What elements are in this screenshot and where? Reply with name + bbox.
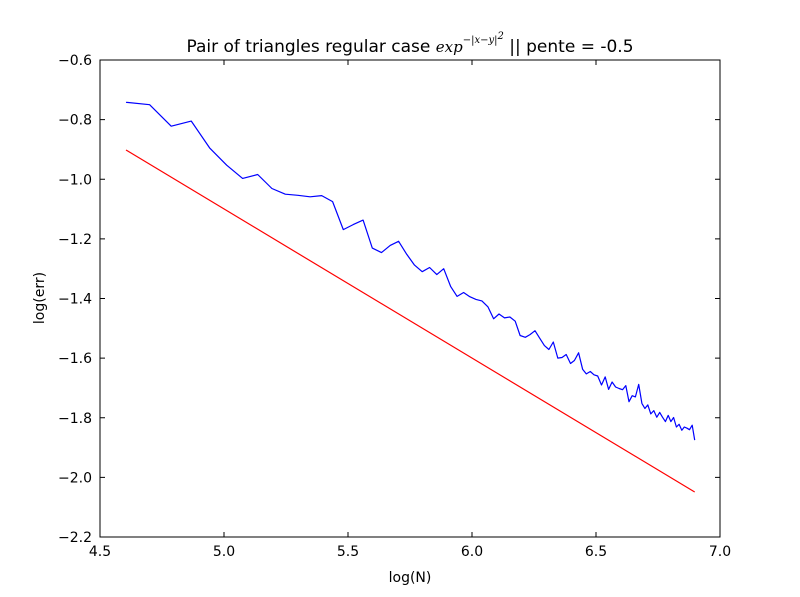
x-tick-label: 6.5 [585, 544, 607, 560]
y-axis-ticks: −2.2 −2.0 −1.8 −1.6 −1.4 −1.2 −1.0 −0.8 −0.6 [58, 53, 720, 546]
x-axis-label: log(N) [389, 570, 432, 586]
x-tick-label: 5.0 [213, 544, 235, 560]
series-line-reference [125, 149, 696, 493]
x-axis-ticks: 4.5 5.0 5.5 6.0 6.5 7.0 [89, 60, 731, 560]
y-tick-label: −2.2 [58, 530, 92, 546]
y-tick-label: −2.0 [58, 470, 92, 486]
title-prefix: Pair of triangles regular case [186, 37, 435, 57]
y-tick-label: −1.8 [58, 411, 92, 427]
y-tick-label: −0.8 [58, 113, 92, 129]
title-math-base: exp [436, 38, 463, 56]
x-tick-label: 6.0 [461, 544, 483, 560]
y-tick-label: −0.6 [58, 53, 92, 69]
chart-title: Pair of triangles regular case exp−|x−y|… [186, 31, 633, 57]
title-math-exponent-power: 2 [497, 31, 504, 42]
x-tick-label: 5.5 [337, 544, 359, 560]
x-tick-label: 7.0 [709, 544, 731, 560]
y-tick-label: −1.2 [58, 232, 92, 248]
series-line-error [125, 101, 696, 441]
y-tick-label: −1.0 [58, 172, 92, 188]
title-math-exponent: −|x−y| [463, 35, 498, 46]
title-suffix: || pente = -0.5 [504, 37, 634, 57]
x-tick-label: 4.5 [89, 544, 111, 560]
y-tick-label: −1.6 [58, 351, 92, 367]
y-tick-label: −1.4 [58, 292, 92, 308]
y-axis-label: log(err) [32, 272, 48, 324]
plot-lines [125, 101, 696, 493]
